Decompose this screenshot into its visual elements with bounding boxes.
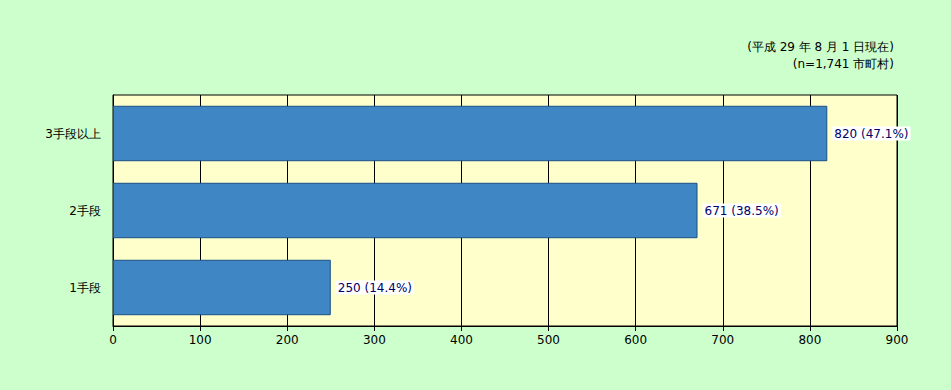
svg-text:2手段: 2手段 xyxy=(69,204,101,218)
svg-text:200: 200 xyxy=(276,333,299,347)
svg-text:671 (38.5%): 671 (38.5%) xyxy=(705,204,779,218)
svg-text:250 (14.4%): 250 (14.4%) xyxy=(338,281,412,295)
svg-text:820 (47.1%): 820 (47.1%) xyxy=(834,127,908,141)
svg-text:700: 700 xyxy=(711,333,734,347)
svg-text:0: 0 xyxy=(109,333,117,347)
svg-text:400: 400 xyxy=(450,333,473,347)
svg-text:900: 900 xyxy=(886,333,909,347)
svg-text:100: 100 xyxy=(189,333,212,347)
svg-text:(n=1,741 市町村): (n=1,741 市町村) xyxy=(793,57,894,71)
svg-text:(平成 29 年 8 月 1 日現在): (平成 29 年 8 月 1 日現在) xyxy=(747,40,894,54)
svg-text:500: 500 xyxy=(537,333,560,347)
svg-text:800: 800 xyxy=(798,333,821,347)
svg-text:300: 300 xyxy=(363,333,386,347)
svg-text:3手段以上: 3手段以上 xyxy=(45,127,101,141)
svg-text:1手段: 1手段 xyxy=(69,281,101,295)
svg-text:600: 600 xyxy=(624,333,647,347)
